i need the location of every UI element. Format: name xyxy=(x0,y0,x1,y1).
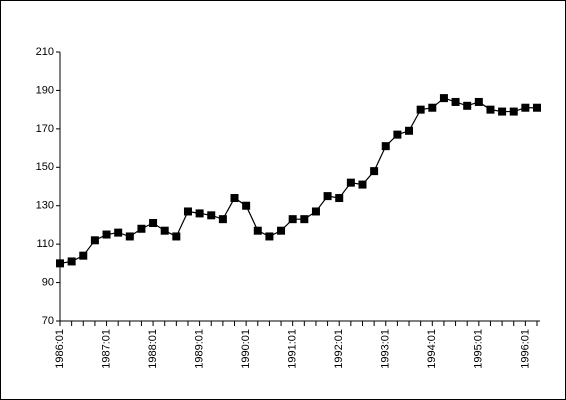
x-tick-label: 1988:01 xyxy=(147,329,159,369)
x-tick-label: 1990:01 xyxy=(240,329,252,369)
data-point xyxy=(381,142,390,151)
data-point xyxy=(486,105,495,114)
data-point xyxy=(533,103,541,112)
data-point xyxy=(90,236,99,245)
data-point xyxy=(149,219,158,228)
data-point xyxy=(416,105,425,114)
data-point xyxy=(195,209,204,218)
data-point xyxy=(311,207,320,216)
data-point xyxy=(300,215,309,224)
data-point xyxy=(393,130,402,139)
y-tick-label: 130 xyxy=(36,200,54,212)
x-tick-label: 1987:01 xyxy=(100,329,112,369)
data-point xyxy=(56,259,64,268)
data-point xyxy=(79,251,88,260)
x-tick-label: 1994:01 xyxy=(426,329,438,369)
x-tick-label: 1989:01 xyxy=(194,329,206,369)
x-tick-label: 1991:01 xyxy=(287,329,299,369)
data-point xyxy=(288,215,297,224)
data-point xyxy=(323,192,332,201)
data-point xyxy=(335,194,344,203)
data-point xyxy=(277,226,286,235)
data-point xyxy=(207,211,216,220)
x-tick-label: 1986:01 xyxy=(54,329,66,369)
data-point xyxy=(463,101,472,110)
data-point xyxy=(160,226,169,235)
data-point xyxy=(498,107,507,116)
x-tick-label: 1993:01 xyxy=(380,329,392,369)
y-tick-label: 170 xyxy=(36,123,54,135)
data-point xyxy=(265,232,274,241)
data-point xyxy=(474,97,483,106)
data-point xyxy=(428,103,437,112)
y-tick-label: 110 xyxy=(36,238,54,250)
data-point xyxy=(114,228,123,237)
data-point xyxy=(125,232,134,241)
data-point xyxy=(230,194,239,203)
y-tick-label: 190 xyxy=(36,84,54,96)
data-point xyxy=(358,180,367,189)
data-point xyxy=(509,107,518,116)
x-tick-label: 1992:01 xyxy=(333,329,345,369)
y-tick-label: 210 xyxy=(36,46,54,58)
data-point xyxy=(370,167,379,176)
data-point xyxy=(67,257,76,266)
y-tick-label: 70 xyxy=(42,315,54,327)
x-tick-label: 1995:01 xyxy=(473,329,485,369)
data-point xyxy=(405,126,414,135)
data-point xyxy=(253,226,262,235)
data-point xyxy=(521,103,530,112)
data-point xyxy=(242,201,251,210)
x-tick-label: 1996:01 xyxy=(519,329,531,369)
data-point xyxy=(439,94,448,103)
data-point xyxy=(451,97,460,106)
data-point xyxy=(137,224,146,233)
data-point xyxy=(172,232,181,241)
data-point xyxy=(183,207,192,216)
y-tick-label: 150 xyxy=(36,161,54,173)
data-point xyxy=(102,230,111,239)
data-point xyxy=(346,178,355,187)
y-tick-label: 90 xyxy=(42,276,54,288)
data-point xyxy=(218,215,227,224)
